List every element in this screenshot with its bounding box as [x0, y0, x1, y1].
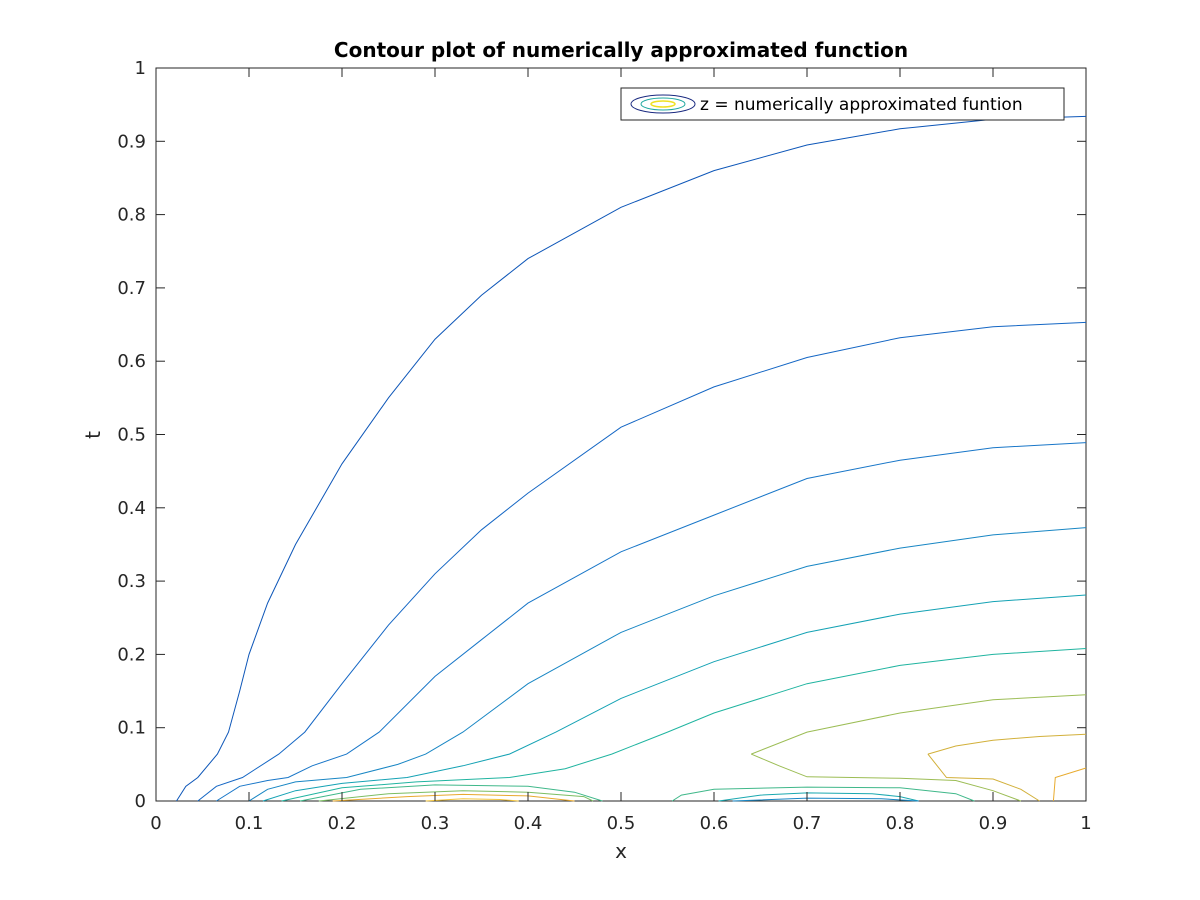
contour-line-9	[332, 793, 575, 802]
legend-entry: z = numerically approximated funtion	[700, 95, 1023, 115]
y-tick-label: 1	[135, 58, 146, 79]
x-tick-label: 0.7	[793, 813, 822, 834]
y-tick-label: 0	[135, 791, 146, 812]
contour-line-7	[300, 784, 603, 802]
y-tick-label: 0.2	[117, 644, 146, 665]
contour-line-14	[927, 753, 1040, 802]
contour-line-17	[718, 792, 919, 802]
contour-line-8	[318, 790, 594, 802]
x-tick-label: 0	[150, 813, 161, 834]
contour-line-13	[927, 733, 1087, 755]
plot-area	[155, 67, 1087, 802]
x-axis-label: x	[615, 839, 627, 863]
contour-line-10	[425, 798, 519, 802]
chart-title: Contour plot of numerically approximated…	[334, 38, 908, 62]
x-tick-label: 0.1	[235, 813, 264, 834]
x-tick-label: 0.4	[514, 813, 543, 834]
plot-frame	[155, 67, 1087, 802]
y-tick-label: 0.7	[117, 278, 146, 299]
y-axis: 0 0.1 0.2 0.3 0.4 0.5 0.6 0.7 0.8 0.9 1	[117, 58, 1086, 812]
y-tick-label: 0.3	[117, 571, 146, 592]
legend: z = numerically approximated funtion	[620, 87, 1065, 121]
x-tick-label: 0.6	[700, 813, 729, 834]
y-tick-label: 0.6	[117, 351, 146, 372]
contour-line-16	[671, 786, 975, 802]
x-tick-label: 0.9	[979, 813, 1008, 834]
x-tick-label: 1	[1080, 813, 1091, 834]
contour-line-6	[281, 648, 1087, 802]
x-tick-label: 0.3	[421, 813, 450, 834]
contour-line-4	[248, 527, 1087, 802]
contour-line-5	[262, 594, 1087, 802]
legend-contour-icon	[630, 94, 696, 114]
y-tick-label: 0.4	[117, 498, 146, 519]
y-tick-label: 0.8	[117, 205, 146, 226]
y-tick-label: 0.5	[117, 425, 146, 446]
contour-line-3	[216, 442, 1087, 802]
y-tick-label: 0.1	[117, 718, 146, 739]
x-tick-label: 0.8	[886, 813, 915, 834]
contour-line-12	[751, 753, 1022, 802]
contour-lines	[176, 115, 1087, 802]
contour-line-11	[751, 694, 1087, 755]
contour-line-1	[176, 115, 1087, 802]
y-axis-label: t	[81, 431, 105, 439]
x-axis: 0 0.1 0.2 0.3 0.4 0.5 0.6 0.7 0.8 0.9 1	[150, 68, 1092, 834]
contour-line-2	[197, 321, 1087, 802]
y-tick-label: 0.9	[117, 131, 146, 152]
contour-line-15	[1052, 767, 1087, 802]
x-tick-label: 0.2	[328, 813, 357, 834]
x-tick-label: 0.5	[607, 813, 636, 834]
